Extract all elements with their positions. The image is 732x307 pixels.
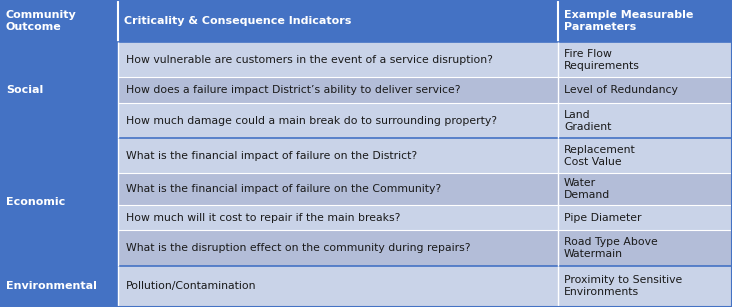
Bar bbox=[558, 42, 732, 77]
Text: What is the disruption effect on the community during repairs?: What is the disruption effect on the com… bbox=[126, 243, 471, 253]
Bar bbox=[558, 266, 732, 307]
Bar bbox=[558, 231, 732, 266]
Bar bbox=[558, 138, 732, 173]
Bar bbox=[118, 138, 558, 173]
Text: Economic: Economic bbox=[6, 197, 65, 207]
Bar bbox=[558, 205, 732, 231]
Text: What is the financial impact of failure on the Community?: What is the financial impact of failure … bbox=[126, 184, 441, 194]
Bar bbox=[118, 173, 558, 205]
Text: Level of Redundancy: Level of Redundancy bbox=[564, 85, 678, 95]
Text: Pipe Diameter: Pipe Diameter bbox=[564, 212, 641, 223]
Text: How much will it cost to repair if the main breaks?: How much will it cost to repair if the m… bbox=[126, 212, 400, 223]
Text: How vulnerable are customers in the event of a service disruption?: How vulnerable are customers in the even… bbox=[126, 55, 493, 65]
Text: Water
Demand: Water Demand bbox=[564, 178, 610, 200]
Bar bbox=[118, 103, 558, 138]
Text: Land
Gradient: Land Gradient bbox=[564, 110, 611, 132]
Bar bbox=[558, 173, 732, 205]
Text: Example Measurable
Parameters: Example Measurable Parameters bbox=[564, 10, 693, 33]
Text: Environmental: Environmental bbox=[6, 281, 97, 291]
Bar bbox=[118, 231, 558, 266]
Text: Community
Outcome: Community Outcome bbox=[6, 10, 77, 33]
Bar bbox=[118, 0, 558, 42]
Bar bbox=[558, 0, 732, 42]
Bar bbox=[118, 77, 558, 103]
Bar bbox=[0, 138, 118, 266]
Text: Pollution/Contamination: Pollution/Contamination bbox=[126, 281, 256, 291]
Bar bbox=[0, 266, 118, 307]
Text: Fire Flow
Requirements: Fire Flow Requirements bbox=[564, 49, 640, 71]
Bar bbox=[118, 266, 558, 307]
Bar bbox=[0, 0, 118, 42]
Text: How does a failure impact District’s ability to deliver service?: How does a failure impact District’s abi… bbox=[126, 85, 460, 95]
Text: What is the financial impact of failure on the District?: What is the financial impact of failure … bbox=[126, 151, 417, 161]
Bar bbox=[118, 205, 558, 231]
Text: Criticality & Consequence Indicators: Criticality & Consequence Indicators bbox=[124, 16, 351, 26]
Text: Road Type Above
Watermain: Road Type Above Watermain bbox=[564, 237, 658, 259]
Text: Proximity to Sensitive
Environments: Proximity to Sensitive Environments bbox=[564, 275, 682, 297]
Text: Social: Social bbox=[6, 85, 43, 95]
Text: How much damage could a main break do to surrounding property?: How much damage could a main break do to… bbox=[126, 116, 497, 126]
Bar bbox=[558, 77, 732, 103]
Bar bbox=[558, 103, 732, 138]
Text: Replacement
Cost Value: Replacement Cost Value bbox=[564, 145, 636, 167]
Bar bbox=[118, 42, 558, 77]
Bar bbox=[0, 42, 118, 138]
